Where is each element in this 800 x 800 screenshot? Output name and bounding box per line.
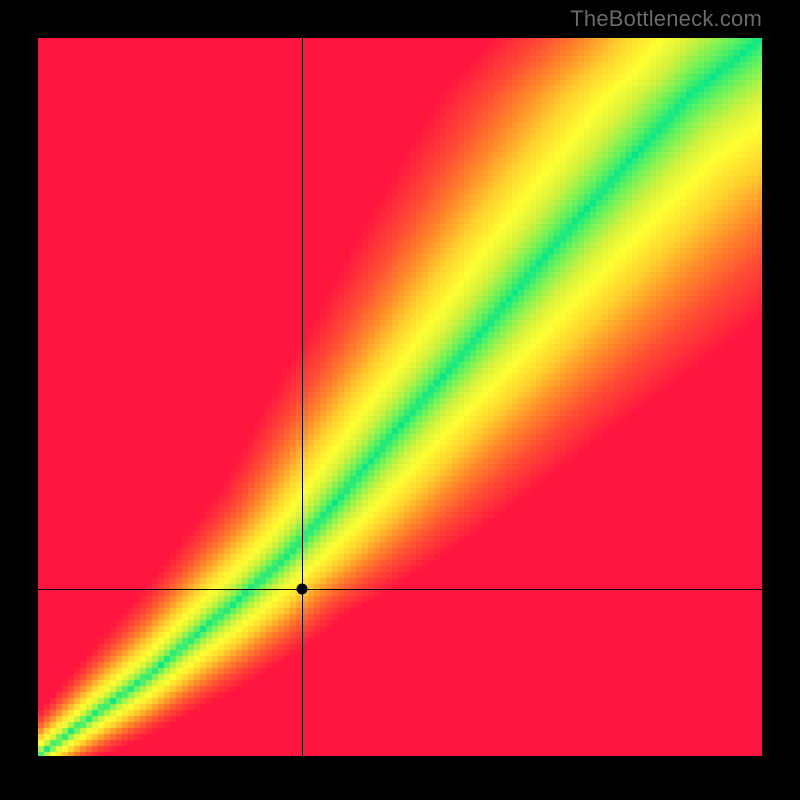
attribution-text: TheBottleneck.com bbox=[570, 6, 762, 32]
crosshair-vertical bbox=[302, 38, 303, 756]
heatmap-canvas bbox=[38, 38, 762, 756]
marker-dot bbox=[297, 584, 308, 595]
heatmap-plot bbox=[38, 38, 762, 756]
crosshair-horizontal bbox=[38, 589, 762, 590]
